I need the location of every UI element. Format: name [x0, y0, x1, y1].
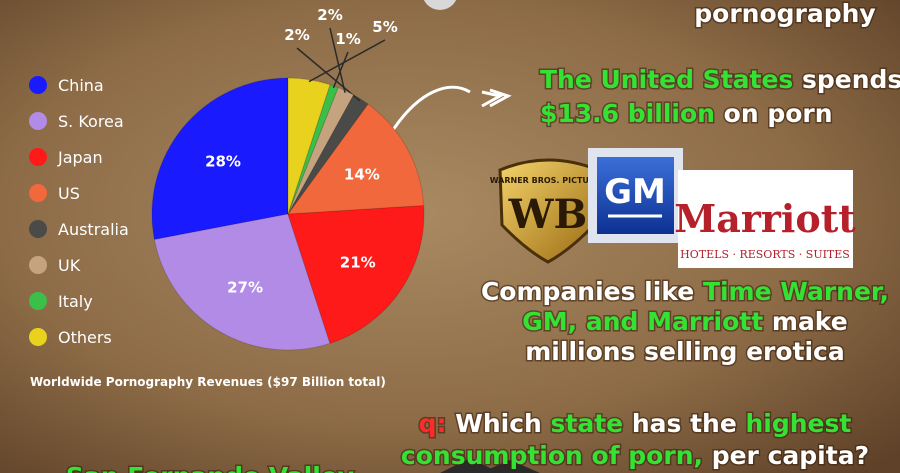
- us_spend-text: $13.6 billion: [540, 99, 715, 128]
- data-label: 21%: [340, 253, 376, 271]
- legend-label: Others: [58, 328, 112, 347]
- gm-logo: GM: [588, 148, 683, 243]
- legend-swatch: [29, 112, 47, 130]
- pie-slice: [287, 77, 331, 215]
- question-line: consumption of porn, per capita?: [401, 441, 869, 470]
- legend-swatch: [29, 220, 47, 238]
- arrow-head: [481, 88, 512, 108]
- marriott-tagline: HOTELS · RESORTS · SUITES: [680, 248, 850, 261]
- question-text: per capita?: [703, 441, 869, 470]
- legend-swatch: [29, 148, 47, 166]
- question-text: highest: [746, 409, 852, 438]
- pie-slice: [287, 86, 355, 215]
- data-label: 27%: [227, 279, 263, 297]
- question-line: q: Which state has the highest: [419, 409, 852, 438]
- marriott-logo: Marriott HOTELS · RESORTS · SUITES: [674, 170, 856, 268]
- companies-text: millions selling erotica: [525, 337, 845, 366]
- leader-line: [308, 39, 386, 83]
- data-label: 1%: [335, 30, 360, 48]
- decoration: [423, 0, 457, 10]
- us_spend-line: The United States spends: [540, 65, 900, 94]
- companies-text: Time Warner,: [703, 277, 889, 306]
- companies-line: millions selling erotica: [525, 337, 845, 366]
- companies-text: Companies like: [481, 277, 703, 306]
- legend-label: Italy: [58, 292, 93, 311]
- data-label: 14%: [344, 165, 380, 183]
- question-text: has the: [623, 409, 745, 438]
- legend-label: UK: [58, 256, 81, 275]
- gm-text: GM: [604, 172, 666, 212]
- marriott-text: Marriott: [674, 196, 856, 241]
- pie-slice: [287, 204, 425, 344]
- leader-line: [332, 51, 349, 89]
- companies-text: GM, and Marriott: [522, 307, 763, 336]
- question-text: consumption of porn,: [401, 441, 703, 470]
- warner-text: WARNER BROS. PICTURES: [490, 176, 607, 185]
- question-text: Which: [447, 409, 551, 438]
- legend-swatch: [29, 292, 47, 310]
- answer: San Fernando Valley: [66, 462, 354, 473]
- companies-line: Companies like Time Warner,: [481, 277, 889, 306]
- legend-swatch: [29, 184, 47, 202]
- legend-swatch: [29, 76, 47, 94]
- companies-line: GM, and Marriott make: [522, 307, 847, 336]
- wb-text: WB: [508, 191, 588, 238]
- us_spend-text: on porn: [715, 99, 833, 128]
- legend-swatch: [29, 328, 47, 346]
- legend-label: China: [58, 76, 104, 95]
- us_spend-line: $13.6 billion on porn: [540, 99, 833, 128]
- legend-label: Japan: [57, 148, 103, 167]
- heading: pornography: [694, 0, 875, 28]
- question-text: q:: [419, 409, 447, 438]
- pie-slice: [151, 77, 289, 241]
- leader-line: [329, 27, 346, 93]
- pie-slice: [153, 213, 331, 351]
- legend-swatch: [29, 256, 47, 274]
- data-label: 2%: [284, 26, 309, 44]
- legend-label: US: [58, 184, 80, 203]
- companies-text: make: [763, 307, 848, 336]
- legend-label: Australia: [58, 220, 129, 239]
- data-label: 5%: [372, 18, 397, 36]
- data-label: 28%: [205, 152, 241, 170]
- legend-label: S. Korea: [58, 112, 124, 131]
- chart-caption: Worldwide Pornography Revenues ($97 Bill…: [30, 375, 386, 389]
- warner-logo: WB WARNER BROS. PICTURES: [490, 158, 607, 264]
- arrow: [391, 85, 471, 131]
- us_spend-text: The United States: [540, 65, 793, 94]
- data-label: 2%: [317, 6, 342, 24]
- decoration: [440, 458, 540, 473]
- pie-slice: [286, 103, 425, 215]
- question-text: state: [551, 409, 624, 438]
- leader-line: [296, 47, 361, 102]
- us_spend-text: spends: [793, 65, 900, 94]
